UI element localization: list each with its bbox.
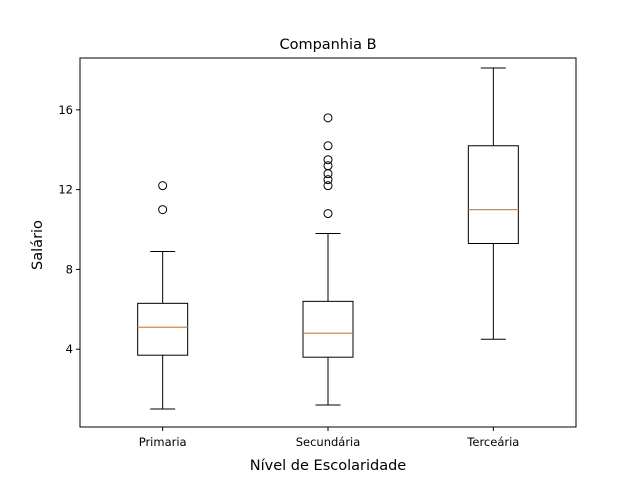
box-group — [467, 67, 519, 340]
x-tick-label: Primaria — [139, 435, 187, 449]
y-tick-label: 12 — [58, 183, 73, 197]
box-iqr — [302, 300, 354, 358]
box-iqr — [137, 302, 189, 356]
box-iqr — [467, 145, 519, 244]
y-tick-label: 16 — [58, 103, 73, 117]
outlier-point — [158, 205, 168, 215]
box-group — [302, 113, 354, 406]
outlier-point — [323, 161, 333, 171]
box-group — [137, 181, 189, 410]
outlier-point — [323, 141, 333, 151]
outlier-point — [323, 181, 333, 191]
outlier-point — [158, 181, 168, 191]
x-axis-label: Nível de Escolaridade — [250, 458, 407, 474]
x-tick-label: Secundária — [296, 435, 361, 449]
y-tick-label: 8 — [66, 262, 73, 276]
outlier-point — [323, 113, 333, 123]
outlier-point — [323, 155, 333, 165]
chart-title: Companhia B — [279, 37, 376, 53]
axes-frame — [79, 57, 577, 428]
outlier-point — [323, 209, 333, 219]
y-axis-label: Salário — [30, 220, 46, 270]
plot-area: 4 8 12 16 Primaria Secundária Terceária — [58, 57, 577, 449]
x-tick-label: Terceária — [466, 435, 519, 449]
outlier-point — [323, 175, 333, 185]
y-tick-label: 4 — [66, 342, 73, 356]
